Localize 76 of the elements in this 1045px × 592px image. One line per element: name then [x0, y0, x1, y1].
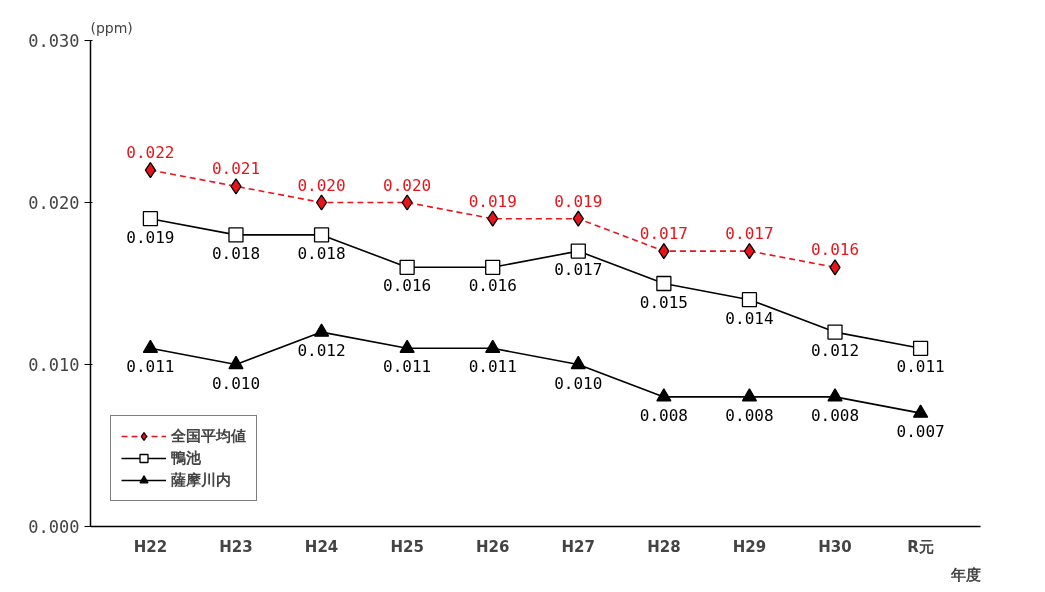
- point: [743, 242, 756, 260]
- data-label: 0.015: [639, 292, 688, 312]
- y-tick-label: 0.030: [28, 31, 80, 51]
- x-tick-label: H25: [390, 537, 424, 556]
- data-label: 0.008: [639, 405, 688, 425]
- point: [313, 227, 330, 243]
- legend-label: 全国平均値: [171, 426, 246, 446]
- point: [142, 211, 159, 227]
- data-label: 0.012: [297, 341, 346, 361]
- data-label: 0.018: [211, 243, 261, 263]
- data-label: 0.017: [639, 224, 688, 244]
- point: [656, 388, 672, 402]
- point: [656, 275, 672, 292]
- y-axis-title: (ppm): [90, 19, 133, 36]
- data-label: 0.020: [383, 175, 432, 195]
- point: [829, 259, 841, 276]
- x-tick-label: H24: [304, 537, 339, 556]
- data-label: 0.014: [725, 308, 774, 328]
- x-axis-title: 年度: [949, 565, 981, 584]
- data-label: 0.016: [468, 276, 517, 296]
- point: [399, 339, 415, 353]
- x-tick-label: H22: [133, 537, 168, 556]
- point: [487, 210, 499, 227]
- data-label: 0.008: [810, 405, 860, 425]
- legend-label: 薩摩川内: [171, 470, 231, 490]
- data-label: 0.019: [126, 227, 175, 247]
- data-label: 0.019: [468, 191, 517, 211]
- point: [485, 259, 501, 275]
- data-label: 0.008: [725, 405, 774, 425]
- point: [827, 388, 843, 402]
- point: [912, 340, 929, 356]
- data-label: 0.019: [554, 191, 603, 211]
- data-label: 0.011: [383, 357, 432, 377]
- point: [570, 355, 586, 370]
- point: [230, 178, 242, 195]
- x-tick-label: H30: [818, 537, 852, 556]
- y-tick-label: 0.000: [28, 517, 80, 537]
- point: [142, 339, 159, 353]
- data-label: 0.011: [896, 357, 945, 377]
- data-label: 0.010: [211, 373, 261, 393]
- point: [315, 194, 328, 211]
- point: [313, 323, 330, 337]
- data-label: 0.017: [554, 260, 603, 280]
- point: [741, 292, 758, 308]
- point: [912, 404, 929, 418]
- x-tick-label: R元: [907, 537, 934, 556]
- point: [228, 355, 244, 370]
- data-label: 0.007: [896, 422, 945, 442]
- data-label: 0.012: [810, 341, 860, 361]
- data-label: 0.020: [297, 175, 346, 195]
- point: [228, 227, 244, 243]
- point: [399, 259, 415, 275]
- data-label: 0.022: [126, 143, 175, 163]
- data-label: 0.010: [554, 373, 603, 393]
- point: [827, 324, 843, 340]
- x-tick-label: H29: [732, 537, 767, 556]
- point: [401, 194, 413, 211]
- data-label: 0.016: [383, 276, 432, 296]
- point: [572, 210, 584, 227]
- y-tick-label: 0.010: [28, 355, 80, 375]
- data-label: 0.018: [297, 243, 346, 263]
- data-label: 0.011: [468, 357, 517, 377]
- data-label: 0.021: [211, 159, 261, 179]
- point: [741, 388, 758, 402]
- data-label: 0.016: [810, 240, 860, 260]
- x-tick-label: H26: [476, 537, 510, 556]
- data-label: 0.011: [126, 357, 175, 377]
- data-label: 0.017: [725, 224, 774, 244]
- x-tick-label: H23: [219, 537, 253, 556]
- y-tick-label: 0.020: [28, 193, 80, 213]
- point: [144, 161, 157, 179]
- legend-label: 鴨池: [171, 448, 201, 468]
- point: [485, 339, 501, 353]
- x-tick-label: H28: [647, 537, 681, 556]
- point: [570, 243, 586, 259]
- x-tick-label: H27: [561, 537, 596, 556]
